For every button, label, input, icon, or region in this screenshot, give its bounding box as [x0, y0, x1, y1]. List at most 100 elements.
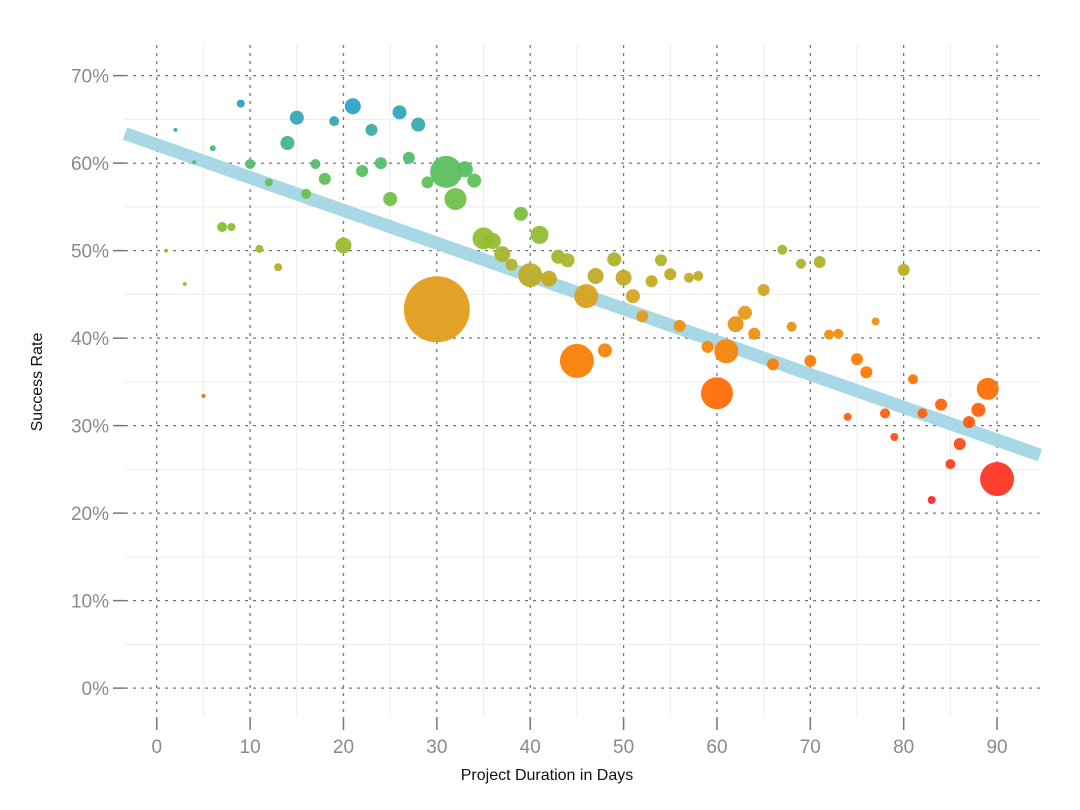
data-point	[795, 258, 806, 269]
y-axis-title: Success Rate	[29, 333, 46, 432]
data-point	[318, 172, 331, 185]
data-point	[927, 496, 936, 504]
data-point	[365, 123, 378, 136]
data-point	[786, 321, 797, 332]
data-point	[625, 289, 640, 304]
data-point	[574, 284, 599, 309]
data-point	[411, 117, 426, 132]
data-point	[217, 222, 228, 232]
data-point	[935, 398, 948, 411]
data-point	[664, 268, 677, 281]
y-tick-label: 60%	[71, 154, 109, 175]
grid	[125, 45, 1040, 717]
data-point	[945, 459, 956, 470]
data-point	[897, 263, 910, 276]
data-point	[274, 263, 283, 272]
data-point	[860, 366, 873, 379]
x-tick-label: 60	[706, 737, 727, 758]
data-point	[953, 438, 966, 450]
data-point	[344, 98, 361, 115]
x-tick-label: 30	[426, 737, 447, 758]
x-tick-label: 20	[333, 737, 354, 758]
y-tick-label: 20%	[71, 504, 109, 525]
data-point	[560, 253, 575, 268]
data-point	[513, 206, 528, 221]
data-point	[851, 353, 863, 366]
data-points	[164, 98, 1015, 504]
data-point	[908, 374, 919, 385]
data-point	[173, 127, 178, 132]
data-point	[403, 276, 470, 343]
y-tick-label: 30%	[71, 417, 109, 438]
x-tick-label: 70	[800, 737, 821, 758]
data-point	[383, 192, 398, 206]
data-point	[607, 252, 622, 267]
data-point	[737, 305, 752, 320]
data-point	[356, 165, 369, 177]
data-point	[843, 412, 852, 421]
data-point	[421, 176, 434, 189]
data-point	[748, 327, 761, 340]
data-point	[615, 269, 632, 286]
data-point	[971, 402, 986, 417]
data-point	[727, 316, 744, 333]
data-point	[976, 377, 999, 400]
data-point	[456, 161, 473, 178]
data-point	[335, 237, 352, 254]
data-point	[209, 145, 216, 152]
data-point	[700, 377, 733, 410]
data-point	[980, 462, 1015, 496]
y-tick-label: 0%	[82, 679, 110, 700]
data-point	[192, 160, 197, 165]
data-point	[530, 225, 549, 244]
data-point	[467, 173, 482, 188]
data-point	[236, 99, 245, 108]
data-point	[245, 159, 256, 169]
x-tick-label: 90	[986, 737, 1007, 758]
data-point	[833, 328, 844, 339]
data-point	[587, 268, 604, 284]
data-point	[301, 188, 312, 199]
data-point	[963, 416, 976, 429]
data-point	[329, 116, 340, 127]
data-point	[402, 151, 415, 164]
data-point	[505, 258, 518, 271]
data-point	[804, 354, 817, 367]
data-point	[392, 105, 407, 120]
data-point	[813, 256, 826, 268]
data-point	[164, 248, 169, 253]
x-tick-label: 0	[151, 737, 162, 758]
data-point	[264, 178, 273, 187]
y-tick-label: 10%	[71, 592, 109, 613]
data-point	[871, 317, 880, 326]
data-point	[289, 110, 304, 125]
data-point	[201, 393, 206, 398]
y-tick-label: 70%	[71, 67, 109, 88]
data-point	[597, 343, 612, 358]
data-point	[823, 329, 834, 340]
data-point	[430, 155, 463, 188]
data-point	[766, 358, 779, 371]
data-point	[518, 263, 543, 288]
y-tick-label: 50%	[71, 242, 109, 263]
x-tick-label: 50	[613, 737, 634, 758]
data-point	[693, 271, 704, 281]
data-point	[444, 188, 467, 210]
data-point	[683, 272, 694, 283]
data-point	[255, 244, 264, 253]
data-point	[540, 270, 557, 287]
data-point	[280, 136, 295, 150]
data-point	[559, 343, 594, 378]
x-tick-label: 10	[240, 737, 261, 758]
data-point	[880, 408, 891, 419]
data-point	[227, 223, 236, 231]
data-point	[917, 408, 928, 419]
data-point	[777, 244, 788, 255]
data-point	[673, 319, 686, 332]
data-point	[645, 275, 658, 288]
data-point	[890, 433, 899, 441]
x-tick-label: 40	[520, 737, 541, 758]
axes: 0 10 20 30 40 50 60 70 80 90 0% 10% 20% 30% 40% 50% 60% 7…	[71, 67, 1008, 758]
x-axis-title: Project Duration in Days	[461, 767, 634, 784]
